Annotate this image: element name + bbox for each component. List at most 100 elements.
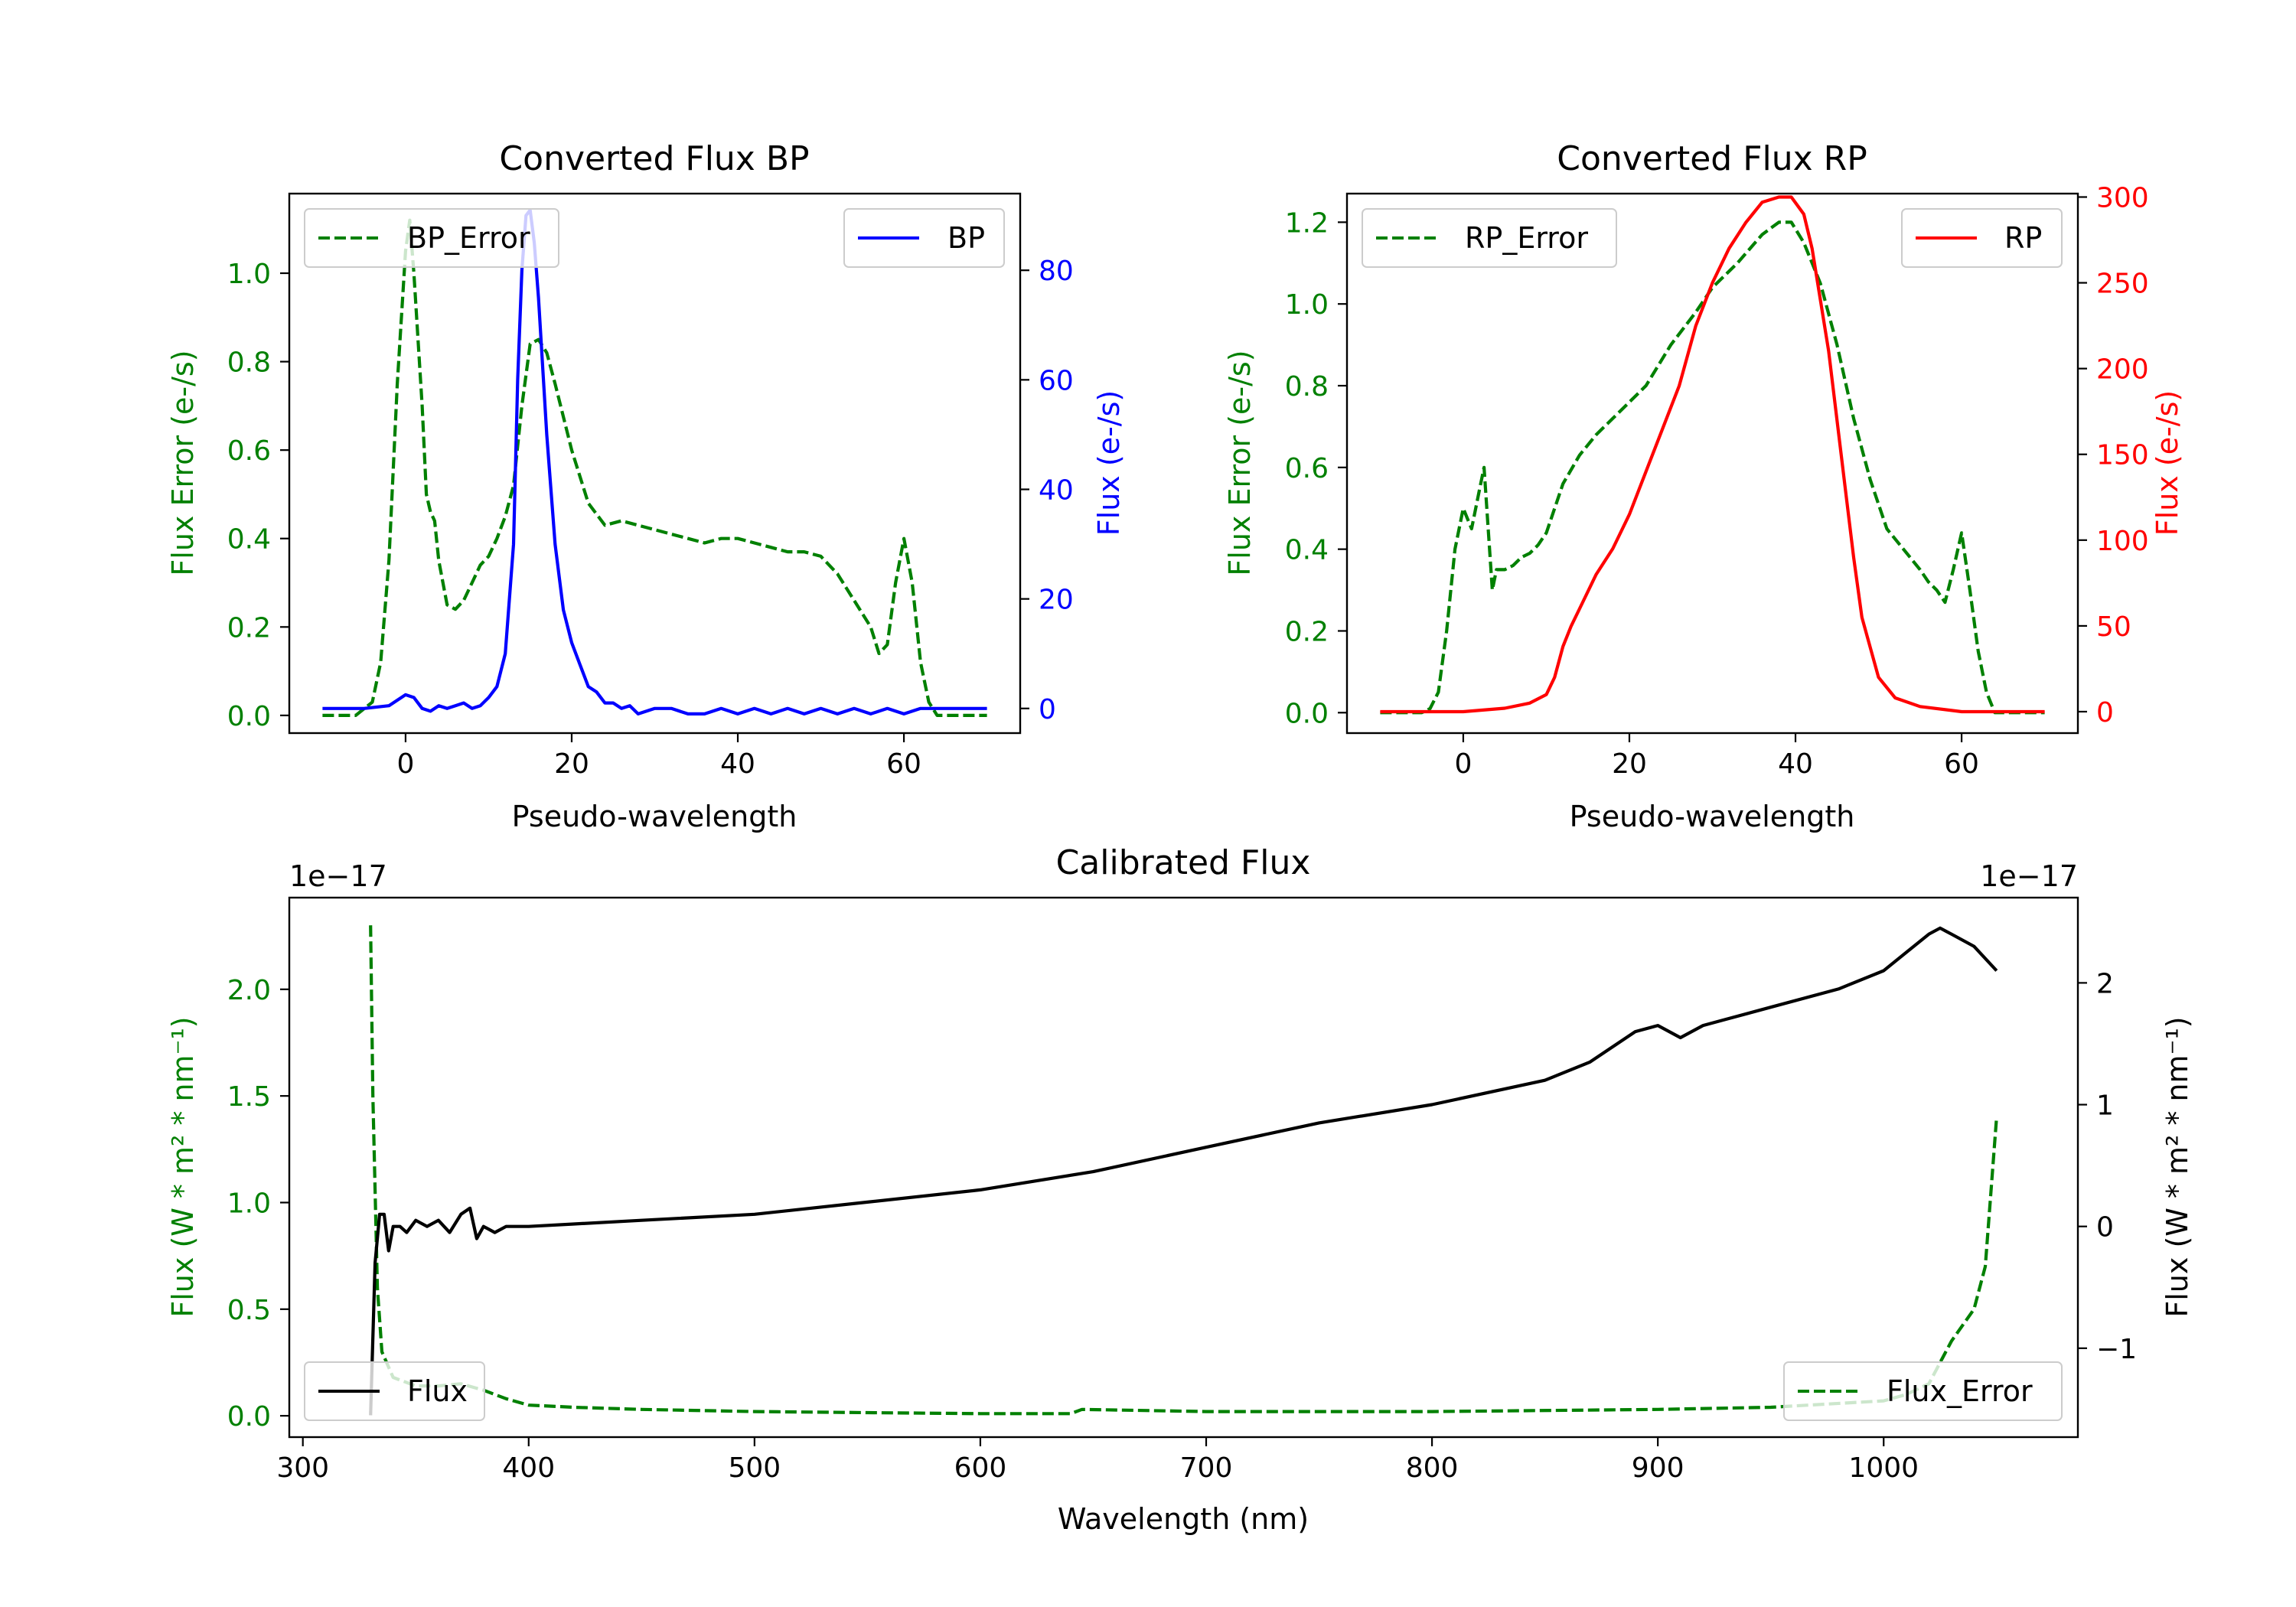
rp-left-tick-label: 0.2	[1285, 616, 1329, 647]
calibrated-x-label: Wavelength (nm)	[1058, 1502, 1309, 1536]
rp-right-axis-label: Flux (e-/s)	[2151, 390, 2184, 536]
calibrated-left-axis-label: Flux (W * m² * nm⁻¹)	[166, 1016, 200, 1317]
rp-left-tick-label: 1.0	[1285, 289, 1329, 321]
rp-left-tick-label: 1.2	[1285, 207, 1329, 239]
calibrated-marks	[369, 925, 1998, 1416]
calibrated-x-tick-label: 600	[954, 1452, 1007, 1484]
calibrated-x-ticks: 300 400 500 600 700 800 900 1000	[276, 1437, 1919, 1484]
rp-x-label: Pseudo-wavelength	[1570, 800, 1855, 833]
calibrated-right-axis-label: Flux (W * m² * nm⁻¹)	[2161, 1016, 2194, 1317]
calibrated-x-tick-label: 800	[1406, 1452, 1459, 1484]
rp-right-tick-label: 300	[2096, 182, 2149, 214]
rp-right-tick-label: 150	[2096, 440, 2149, 471]
bp-x-ticks: 0 20 40 60	[396, 733, 921, 780]
calibrated-left-tick-label: 1.5	[227, 1081, 271, 1113]
bp-left-tick-label: 0.8	[227, 347, 271, 379]
rp-left-tick-label: 0.4	[1285, 535, 1329, 566]
rp-x-tick-label: 0	[1454, 748, 1472, 780]
bp-legend-label: BP	[947, 221, 985, 255]
bp-right-axis-label: Flux (e-/s)	[1092, 390, 1126, 536]
calibrated-x-tick-label: 1000	[1848, 1452, 1919, 1484]
bp-left-tick-label: 1.0	[227, 259, 271, 290]
calibrated-x-tick-label: 500	[728, 1452, 781, 1484]
rp-left-tick-label: 0.6	[1285, 453, 1329, 484]
rp-series-rp-error-line	[1380, 220, 2045, 715]
calibrated-right-multiplier: 1e−17	[1980, 859, 2078, 893]
bp-left-tick-label: 0.2	[227, 612, 271, 644]
calibrated-left-tick-label: 1.0	[227, 1188, 271, 1219]
rp-left-tick-label: 0.8	[1285, 371, 1329, 403]
calibrated-right-tick-label: −1	[2096, 1334, 2137, 1365]
bp-series-bp-error-line	[322, 218, 987, 718]
calibrated-plot-frame	[288, 896, 2079, 1439]
bp-right-ticks: 0 20 40 60 80	[1020, 256, 1074, 725]
bp-left-tick-label: 0.6	[227, 435, 271, 467]
bp-left-tick-label: 0.0	[227, 701, 271, 732]
bp-error-legend[interactable]: BP_Error	[304, 208, 559, 268]
rp-panel: 0 20 40 60 0.0 0.2 0.4 0.6 0.8 1.0 1.2 0 50 100 150 2…	[1223, 139, 2184, 833]
calibrated-x-tick-label: 900	[1632, 1452, 1684, 1484]
rp-right-tick-label: 100	[2096, 526, 2149, 557]
bp-left-tick-label: 0.4	[227, 524, 271, 556]
bp-legend[interactable]: BP	[843, 208, 1005, 268]
calibrated-right-ticks: −1 0 1 2	[2078, 968, 2137, 1365]
bp-series-bp-line	[322, 208, 987, 716]
bp-panel: 0 20 40 60 0.0 0.2 0.4 0.6 0.8 1.0 0 20 40 60 80 Con…	[166, 139, 1126, 833]
rp-left-ticks: 0.0 0.2 0.4 0.6 0.8 1.0 1.2	[1285, 207, 1347, 729]
rp-right-tick-label: 0	[2096, 697, 2114, 729]
rp-right-ticks: 0 50 100 150 200 250 300	[2078, 182, 2149, 729]
rp-legend-label: RP	[2004, 221, 2042, 255]
bp-marks	[322, 208, 987, 718]
bp-x-tick-label: 20	[554, 748, 589, 780]
rp-x-tick-label: 20	[1612, 748, 1647, 780]
rp-legend[interactable]: RP	[1901, 208, 2063, 268]
calibrated-series-flux-line	[369, 926, 1998, 1416]
calibrated-right-tick-label: 1	[2096, 1090, 2114, 1122]
bp-plot-frame	[288, 192, 1022, 735]
calibrated-x-tick-label: 700	[1180, 1452, 1233, 1484]
rp-series-rp-line	[1380, 195, 2045, 714]
rp-right-tick-label: 200	[2096, 354, 2149, 386]
calibrated-left-ticks: 0.0 0.5 1.0 1.5 2.0	[227, 975, 289, 1433]
bp-error-legend-label: BP_Error	[407, 221, 530, 255]
flux-legend-label: Flux	[407, 1374, 468, 1408]
rp-marks	[1380, 195, 2045, 715]
rp-x-tick-label: 60	[1944, 748, 1979, 780]
rp-left-axis-label: Flux Error (e-/s)	[1223, 350, 1257, 575]
calibrated-right-tick-label: 2	[2096, 968, 2114, 999]
calibrated-x-tick-label: 400	[502, 1452, 555, 1484]
rp-title: Converted Flux RP	[1557, 139, 1867, 178]
bp-left-axis-label: Flux Error (e-/s)	[166, 350, 200, 575]
flux-legend[interactable]: Flux	[304, 1361, 485, 1421]
bp-right-tick-label: 80	[1039, 256, 1074, 287]
rp-error-legend[interactable]: RP_Error	[1362, 208, 1617, 268]
rp-x-tick-label: 40	[1778, 748, 1813, 780]
calibrated-right-tick-label: 0	[2096, 1212, 2114, 1244]
bp-right-tick-label: 60	[1039, 365, 1074, 396]
bp-x-tick-label: 60	[886, 748, 921, 780]
rp-right-tick-label: 50	[2096, 611, 2131, 643]
calibrated-series-flux-error-line	[369, 925, 1998, 1416]
bp-x-label: Pseudo-wavelength	[512, 800, 797, 833]
bp-title: Converted Flux BP	[499, 139, 809, 178]
flux-error-legend[interactable]: Flux_Error	[1783, 1361, 2063, 1421]
calibrated-left-tick-label: 0.0	[227, 1401, 271, 1433]
bp-x-tick-label: 40	[720, 748, 755, 780]
flux-error-legend-label: Flux_Error	[1887, 1374, 2033, 1408]
bp-right-tick-label: 20	[1039, 585, 1074, 616]
rp-right-tick-label: 250	[2096, 269, 2149, 300]
bp-left-ticks: 0.0 0.2 0.4 0.6 0.8 1.0	[227, 259, 289, 732]
calibrated-title: Calibrated Flux	[1056, 843, 1311, 882]
calibrated-left-multiplier: 1e−17	[289, 859, 387, 893]
calibrated-panel: 300 400 500 600 700 800 900 1000 0.0 0.5 1.0 1.5 2.…	[166, 843, 2194, 1536]
rp-error-legend-label: RP_Error	[1465, 221, 1588, 255]
bp-right-tick-label: 0	[1039, 694, 1056, 725]
bp-x-tick-label: 0	[396, 748, 414, 780]
rp-plot-frame	[1345, 192, 2079, 735]
rp-left-tick-label: 0.0	[1285, 698, 1329, 729]
calibrated-left-tick-label: 2.0	[227, 975, 271, 1006]
calibrated-x-tick-label: 300	[276, 1452, 329, 1484]
bp-right-tick-label: 40	[1039, 474, 1074, 506]
rp-x-ticks: 0 20 40 60	[1454, 733, 1979, 780]
